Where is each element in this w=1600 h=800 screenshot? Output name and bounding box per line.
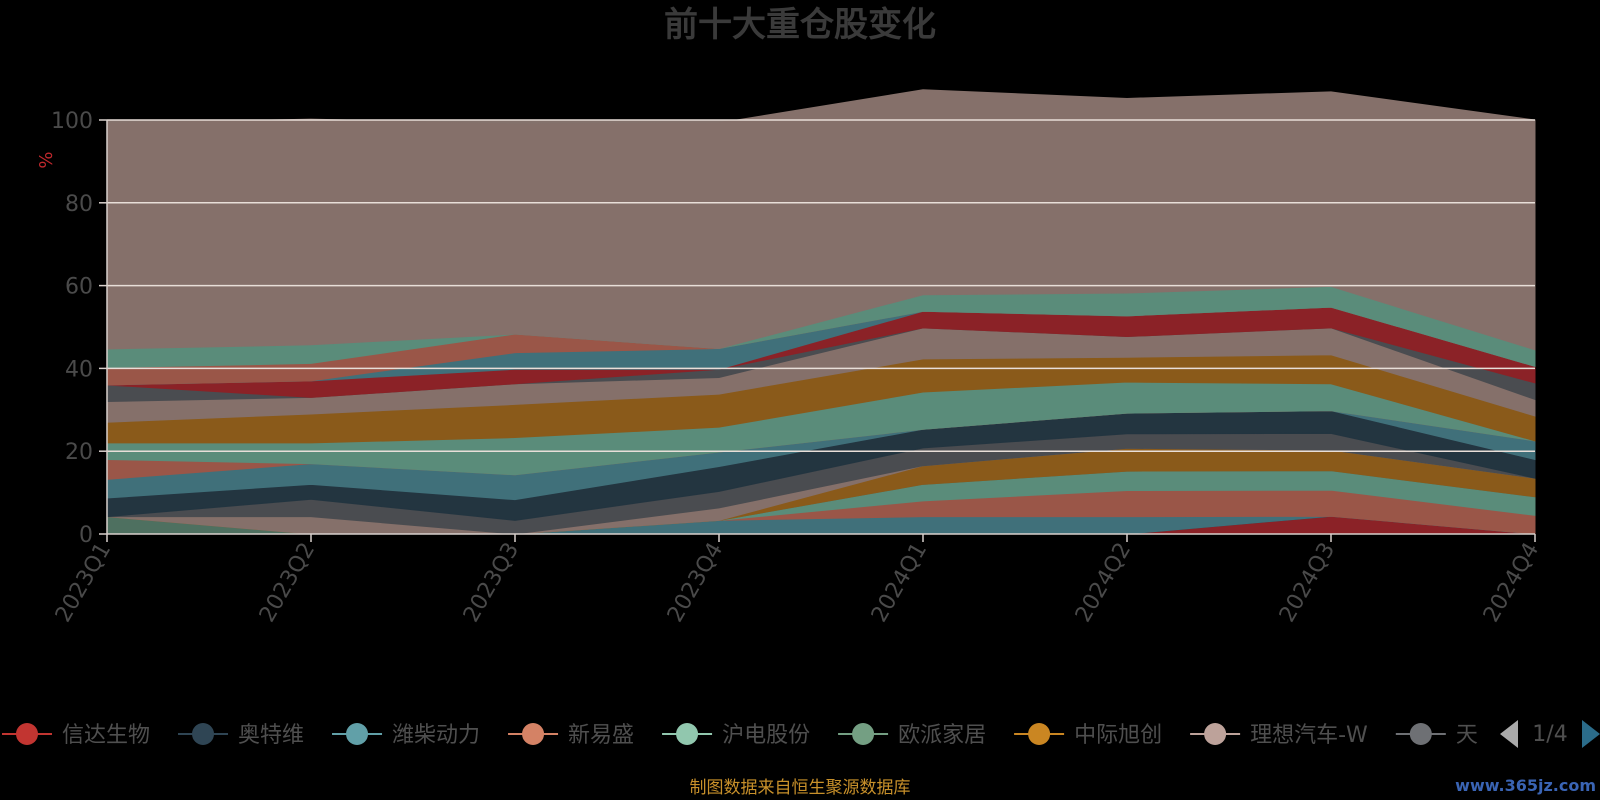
legend[interactable]: 信达生物 奥特维 潍柴动力 新易盛 沪电股份 欧派家居 中际旭创 理想汽车-W 天: [2, 723, 1478, 748]
legend-label: 理想汽车-W: [1250, 723, 1368, 748]
legend-label: 中际旭创: [1074, 723, 1162, 748]
legend-item[interactable]: 天: [1395, 723, 1478, 748]
y-axis-unit-label: %: [36, 151, 57, 168]
legend-label: 沪电股份: [722, 723, 810, 748]
y-axis: 0 20 40 60 80 100: [51, 109, 108, 548]
legend-label: 奥特维: [238, 723, 304, 748]
legend-pager: 1/4: [1500, 720, 1600, 748]
x-tick-label: 2023Q3: [459, 539, 524, 627]
x-tick-label: 2024Q4: [1479, 539, 1544, 627]
legend-label: 潍柴动力: [392, 723, 480, 748]
x-tick-label: 2023Q2: [255, 539, 320, 627]
x-tick-label: 2024Q2: [1071, 539, 1136, 627]
x-tick-label: 2024Q3: [1275, 539, 1340, 627]
legend-label: 新易盛: [568, 723, 634, 748]
y-tick-label: 0: [79, 523, 93, 548]
legend-item[interactable]: 潍柴动力: [332, 723, 480, 748]
legend-circle-icon: [1409, 723, 1432, 745]
legend-circle-icon: [522, 723, 545, 745]
legend-item[interactable]: 新易盛: [508, 723, 634, 748]
y-tick-label: 80: [65, 192, 93, 217]
watermark: www.365jz.com: [1455, 776, 1596, 795]
legend-item[interactable]: 欧派家居: [838, 723, 986, 748]
legend-page-indicator: 1/4: [1532, 722, 1567, 747]
y-tick-label: 100: [51, 109, 93, 134]
x-tick-label: 2023Q1: [51, 539, 116, 627]
gridlines: [107, 119, 1535, 452]
series-area-21: [106, 89, 1536, 351]
triangle-right-icon[interactable]: [1582, 720, 1600, 748]
legend-item[interactable]: 理想汽车-W: [1190, 723, 1368, 748]
x-tick-label: 2023Q4: [663, 539, 728, 627]
triangle-left-icon[interactable]: [1500, 720, 1518, 748]
legend-item[interactable]: 中际旭创: [1014, 723, 1162, 748]
legend-label: 天: [1456, 723, 1478, 748]
x-axis: 2023Q1 2023Q2 2023Q3 2023Q4 2024Q1 2024Q2 2024…: [51, 533, 1544, 627]
legend-circle-icon: [346, 723, 369, 745]
legend-label: 欧派家居: [898, 723, 986, 748]
legend-circle-icon: [1028, 723, 1051, 745]
legend-item[interactable]: 信达生物: [2, 723, 150, 748]
y-tick-label: 20: [65, 440, 93, 465]
series-areas: [106, 89, 1536, 535]
legend-label: 信达生物: [62, 723, 150, 748]
legend-item[interactable]: 沪电股份: [662, 723, 810, 748]
chart-title: 前十大重仓股变化: [664, 5, 936, 45]
legend-circle-icon: [1204, 723, 1227, 745]
legend-circle-icon: [192, 723, 215, 745]
y-tick-label: 40: [65, 357, 93, 382]
x-tick-label: 2024Q1: [867, 539, 932, 627]
y-tick-label: 60: [65, 275, 93, 300]
legend-circle-icon: [676, 723, 699, 745]
legend-circle-icon: [16, 723, 38, 745]
legend-circle-icon: [852, 723, 875, 745]
source-note: 制图数据来自恒生聚源数据库: [690, 778, 911, 798]
legend-item[interactable]: 奥特维: [178, 723, 304, 748]
